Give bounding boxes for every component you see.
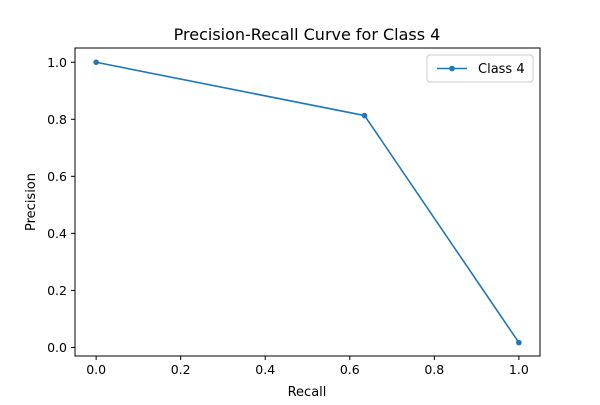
y-tick-label: 0.0: [47, 340, 67, 355]
series-line-class-4: [95, 61, 520, 344]
x-tick-label: 0.4: [255, 362, 275, 377]
y-axis: 0.0 0.2 0.4 0.6 0.8 1.0: [47, 55, 75, 355]
legend-marker-class-4: [449, 65, 455, 72]
series-layer: [93, 59, 522, 346]
x-tick-label: 0.2: [171, 362, 191, 377]
data-point: [93, 59, 99, 66]
y-axis-label: Precision: [24, 173, 39, 231]
y-tick-label: 0.6: [47, 169, 67, 184]
x-tick-label: 1.0: [509, 362, 529, 377]
legend-label-class-4: Class 4: [478, 62, 525, 77]
x-tick-label: 0.6: [340, 362, 360, 377]
x-tick-label: 0.0: [86, 362, 106, 377]
legend-box: [426, 54, 534, 83]
x-axis: 0.0 0.2 0.4 0.6 0.8 1.0: [86, 356, 529, 377]
x-axis-label: Recall: [288, 385, 327, 400]
y-tick-label: 0.4: [47, 226, 67, 241]
y-tick-label: 1.0: [47, 55, 67, 70]
data-point: [516, 339, 522, 346]
y-tick-label: 0.2: [47, 283, 67, 298]
plot-area-frame: [74, 47, 541, 357]
legend: Class 4: [426, 54, 534, 83]
x-tick-label: 0.8: [424, 362, 444, 377]
chart-title: Precision-Recall Curve for Class 4: [174, 25, 441, 44]
data-point: [361, 112, 368, 119]
y-tick-label: 0.8: [47, 112, 67, 127]
